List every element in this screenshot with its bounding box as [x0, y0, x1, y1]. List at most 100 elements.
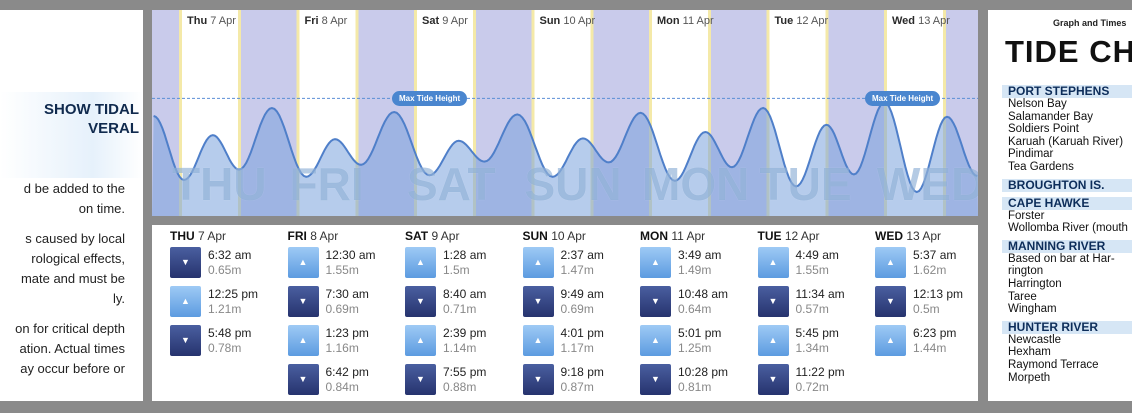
- graph-day-name: Sun: [539, 15, 561, 27]
- graph-day-header: Thu 7 Apr: [187, 15, 236, 27]
- tide-time: 4:49 am: [795, 248, 839, 262]
- left-paragraph: d be added to the on time.: [0, 179, 125, 219]
- tide-time: 6:42 pm: [325, 365, 369, 379]
- location-list: PORT STEPHENS Nelson Bay Salamander Bay Sol…: [1002, 80, 1132, 384]
- tide-day-header: FRI 8 Apr: [288, 229, 403, 244]
- right-subtitle: Graph and Times: [1053, 18, 1127, 28]
- graph-day-watermark: SAT: [407, 158, 496, 210]
- high-tide-arrow-icon: ▲: [522, 247, 554, 278]
- tide-day-header: MON 11 Apr: [640, 229, 755, 244]
- left-body-text: d be added to the on time. s caused by l…: [0, 179, 125, 389]
- tide-time: 2:37 am: [560, 248, 604, 262]
- location-section-header: BROUGHTON IS.: [1002, 178, 1132, 192]
- tide-entry: ▲ 4:01 pm 1.17m: [522, 324, 638, 361]
- tide-entry: ▲ 5:37 am 1.62m: [875, 246, 990, 283]
- tide-height: 1.21m: [208, 302, 242, 316]
- left-text-line: on time.: [78, 201, 125, 216]
- tide-day-name: THU: [170, 229, 195, 243]
- dawn-line: [531, 10, 535, 216]
- low-tide-arrow-icon: ▼: [522, 364, 554, 395]
- tide-time: 6:32 am: [208, 248, 252, 262]
- tide-time: 5:48 pm: [208, 326, 252, 340]
- tide-times-table: THU 7 Apr ▼ 6:32 am 0.65m ▲ 12:25 pm 1.21m ▼ 5:4…: [152, 225, 978, 401]
- location-item: Wingham: [1008, 303, 1057, 316]
- tide-entry: ▲ 12:30 am 1.55m: [287, 246, 403, 283]
- location-item: Hexham: [1008, 346, 1051, 359]
- left-page: SHOW TIDAL VERAL d be added to the on ti…: [0, 10, 143, 401]
- left-paragraph: on for critical depth ation. Actual time…: [0, 319, 125, 379]
- tide-time: 11:34 am: [795, 287, 845, 301]
- tide-height: 1.16m: [325, 341, 359, 355]
- tide-day-date: 8 Apr: [310, 229, 339, 243]
- low-tide-arrow-icon: ▼: [757, 286, 789, 317]
- tide-time: 3:49 am: [678, 248, 722, 262]
- high-tide-arrow-icon: ▲: [170, 286, 201, 317]
- tide-height: 1.49m: [678, 263, 712, 277]
- high-tide-arrow-icon: ▲: [875, 247, 906, 278]
- graph-day-date: 13 Apr: [918, 15, 950, 27]
- low-tide-arrow-icon: ▼: [405, 364, 436, 395]
- location-item: Raymond Terrace: [1008, 358, 1099, 371]
- tide-height: 0.81m: [678, 380, 712, 394]
- left-heading-line: VERAL: [88, 120, 139, 137]
- left-text-line: d be added to the: [23, 181, 125, 196]
- tide-height: 0.5m: [913, 302, 940, 316]
- tide-entry: ▲ 1:28 am 1.5m: [405, 246, 520, 283]
- tide-entry: ▼ 8:40 am 0.71m: [405, 285, 520, 322]
- high-tide-arrow-icon: ▲: [757, 247, 789, 278]
- right-page: Graph and Times TIDE CH PORT STEPHENS Nel…: [988, 10, 1132, 401]
- tide-entry: ▲ 1:23 pm 1.16m: [287, 324, 403, 361]
- tide-day-date: 11 Apr: [671, 229, 706, 243]
- dusk-line: [943, 10, 946, 216]
- tide-time: 7:55 pm: [443, 365, 487, 379]
- tide-height: 1.5m: [443, 263, 470, 277]
- tide-graph: Thu 7 Apr THU Fri 8 Apr FRI Sat 9 Apr SAT Sun …: [152, 10, 978, 216]
- tide-day-date: 12 Apr: [784, 229, 820, 243]
- tide-day-name: SUN: [522, 229, 548, 243]
- location-section-header: CAPE HAWKE: [1002, 196, 1132, 210]
- left-heading-band: SHOW TIDAL VERAL: [0, 92, 143, 178]
- location-item: Newcastle: [1008, 333, 1062, 346]
- left-text-line: mate and must be: [20, 271, 125, 286]
- graph-day-watermark: MON: [642, 158, 750, 210]
- tide-time: 8:40 am: [443, 287, 487, 301]
- tide-day-header: TUE 12 Apr: [758, 229, 873, 244]
- tide-height: 0.88m: [443, 380, 477, 394]
- graph-day-watermark: TUE: [759, 158, 852, 210]
- high-tide-arrow-icon: ▲: [405, 247, 436, 278]
- tide-time: 9:18 pm: [560, 365, 604, 379]
- dawn-line: [414, 10, 417, 216]
- location-item: Nelson Bay: [1008, 98, 1067, 110]
- tide-entry: ▼ 9:18 pm 0.87m: [522, 363, 638, 400]
- left-text-line: ation. Actual times: [19, 341, 126, 356]
- left-text-line: rological effects,: [31, 251, 125, 266]
- tide-day-column: FRI 8 Apr ▲ 12:30 am 1.55m ▼ 7:30 am 0.69m ▲ 1:2…: [287, 229, 403, 400]
- tide-time: 4:01 pm: [560, 326, 604, 340]
- tide-height: 1.47m: [560, 263, 594, 277]
- location-item: Harrington: [1008, 277, 1062, 290]
- tide-day-header: SUN 10 Apr: [523, 229, 638, 244]
- graph-day-name: Sat: [422, 15, 440, 27]
- location-item: Soldiers Point: [1008, 123, 1079, 136]
- tide-day-name: FRI: [287, 229, 307, 243]
- high-tide-arrow-icon: ▲: [522, 325, 554, 356]
- left-text-line: on for critical depth: [15, 321, 125, 336]
- tide-time: 9:49 am: [560, 287, 604, 301]
- tide-height: 0.72m: [795, 380, 829, 394]
- graph-day-name: Fri: [304, 15, 319, 27]
- tide-time: 10:28 pm: [678, 365, 729, 379]
- tide-height: 1.44m: [913, 341, 947, 355]
- location-item: Wollomba River (mouth: [1008, 222, 1128, 235]
- tide-entry: ▼ 7:55 pm 0.88m: [405, 363, 520, 400]
- tide-height: 1.17m: [560, 341, 594, 355]
- tide-entry: ▼ 6:42 pm 0.84m: [287, 363, 403, 400]
- dawn-line: [649, 10, 652, 216]
- tide-entry: ▲ 4:49 am 1.55m: [757, 246, 873, 283]
- location-item: Karuah (Karuah River): [1008, 135, 1124, 148]
- left-heading-line: SHOW TIDAL: [44, 101, 139, 118]
- high-tide-arrow-icon: ▲: [287, 247, 319, 278]
- tide-entry: ▼ 11:22 pm 0.72m: [757, 363, 873, 400]
- low-tide-arrow-icon: ▼: [287, 286, 319, 317]
- tide-day-column: SUN 10 Apr ▲ 2:37 am 1.47m ▼ 9:49 am 0.69m ▲ 4:0…: [522, 229, 638, 400]
- tide-day-column: SAT 9 Apr ▲ 1:28 am 1.5m ▼ 8:40 am 0.71m ▲ 2:39 …: [405, 229, 520, 400]
